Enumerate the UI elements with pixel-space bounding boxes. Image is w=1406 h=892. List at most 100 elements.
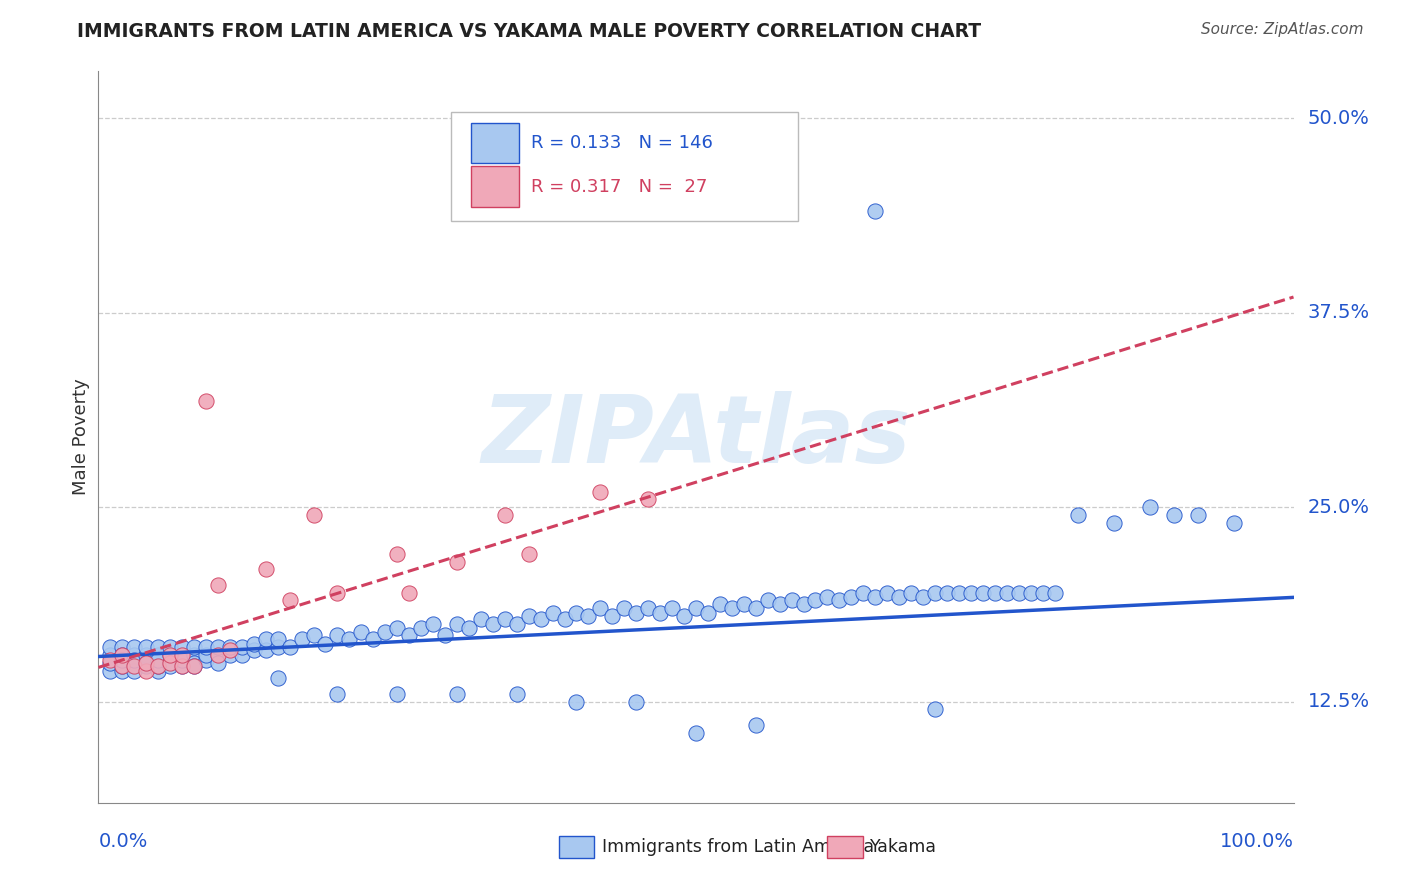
Text: 12.5%: 12.5%	[1308, 692, 1369, 711]
Point	[530, 612, 553, 626]
Point	[541, 606, 564, 620]
Text: ZIPAtlas: ZIPAtlas	[481, 391, 911, 483]
Point	[159, 656, 181, 670]
Point	[159, 648, 181, 662]
FancyBboxPatch shape	[827, 836, 863, 858]
Point	[804, 593, 827, 607]
Point	[1104, 516, 1126, 530]
Point	[363, 632, 385, 647]
Point	[1223, 516, 1246, 530]
Point	[756, 593, 779, 607]
Point	[148, 640, 170, 655]
Point	[219, 643, 242, 657]
Point	[124, 648, 146, 662]
Text: 37.5%: 37.5%	[1308, 303, 1369, 322]
Point	[733, 597, 755, 611]
Point	[111, 656, 134, 670]
Point	[446, 616, 468, 631]
Point	[267, 640, 290, 655]
Point	[900, 585, 922, 599]
Point	[458, 622, 481, 636]
Point	[793, 597, 815, 611]
Point	[1187, 508, 1209, 522]
Point	[111, 664, 134, 678]
Point	[984, 585, 1007, 599]
Point	[648, 606, 672, 620]
Point	[124, 658, 146, 673]
Point	[159, 658, 181, 673]
FancyBboxPatch shape	[451, 112, 797, 221]
Point	[960, 585, 983, 599]
Point	[1067, 508, 1090, 522]
Point	[422, 616, 444, 631]
Point	[148, 658, 170, 673]
Point	[111, 658, 134, 673]
Point	[172, 658, 194, 673]
Point	[231, 648, 253, 662]
Point	[302, 628, 325, 642]
Point	[267, 632, 290, 647]
Point	[243, 643, 266, 657]
Point	[554, 612, 576, 626]
Point	[385, 687, 409, 701]
Point	[350, 624, 373, 639]
Point	[780, 593, 803, 607]
Point	[195, 394, 218, 409]
Point	[159, 648, 181, 662]
Point	[589, 484, 612, 499]
Point	[865, 591, 887, 605]
FancyBboxPatch shape	[558, 836, 595, 858]
Point	[1032, 585, 1054, 599]
Point	[697, 606, 720, 620]
Point	[721, 601, 744, 615]
Point	[828, 593, 851, 607]
Point	[434, 628, 457, 642]
Text: 25.0%: 25.0%	[1308, 498, 1369, 516]
Point	[972, 585, 994, 599]
Point	[1043, 585, 1066, 599]
Point	[578, 609, 600, 624]
Point	[339, 632, 361, 647]
Point	[481, 616, 505, 631]
Point	[1163, 508, 1185, 522]
Point	[278, 593, 301, 607]
Point	[159, 656, 181, 670]
Point	[135, 640, 157, 655]
FancyBboxPatch shape	[471, 122, 519, 163]
Point	[124, 664, 146, 678]
Text: Source: ZipAtlas.com: Source: ZipAtlas.com	[1201, 22, 1364, 37]
Point	[98, 656, 122, 670]
Point	[172, 640, 194, 655]
Point	[148, 664, 170, 678]
Point	[267, 671, 290, 685]
Point	[815, 591, 838, 605]
Point	[841, 591, 863, 605]
Text: R = 0.317   N =  27: R = 0.317 N = 27	[531, 178, 707, 195]
Point	[517, 547, 540, 561]
Point	[709, 597, 731, 611]
Text: R = 0.133   N = 146: R = 0.133 N = 146	[531, 134, 713, 152]
Point	[135, 664, 157, 678]
Point	[626, 606, 648, 620]
Point	[148, 658, 170, 673]
Point	[172, 658, 194, 673]
Point	[637, 601, 659, 615]
Text: Yakama: Yakama	[870, 838, 938, 855]
Point	[148, 656, 170, 670]
Y-axis label: Male Poverty: Male Poverty	[72, 379, 90, 495]
Point	[254, 632, 277, 647]
Point	[685, 601, 707, 615]
Point	[385, 622, 409, 636]
Point	[506, 616, 529, 631]
Point	[602, 609, 624, 624]
Point	[613, 601, 636, 615]
Point	[124, 656, 146, 670]
FancyBboxPatch shape	[471, 167, 519, 207]
Point	[111, 640, 134, 655]
Point	[124, 640, 146, 655]
Point	[231, 640, 253, 655]
Point	[254, 562, 277, 576]
Point	[1139, 500, 1161, 515]
Point	[183, 648, 205, 662]
Point	[183, 658, 205, 673]
